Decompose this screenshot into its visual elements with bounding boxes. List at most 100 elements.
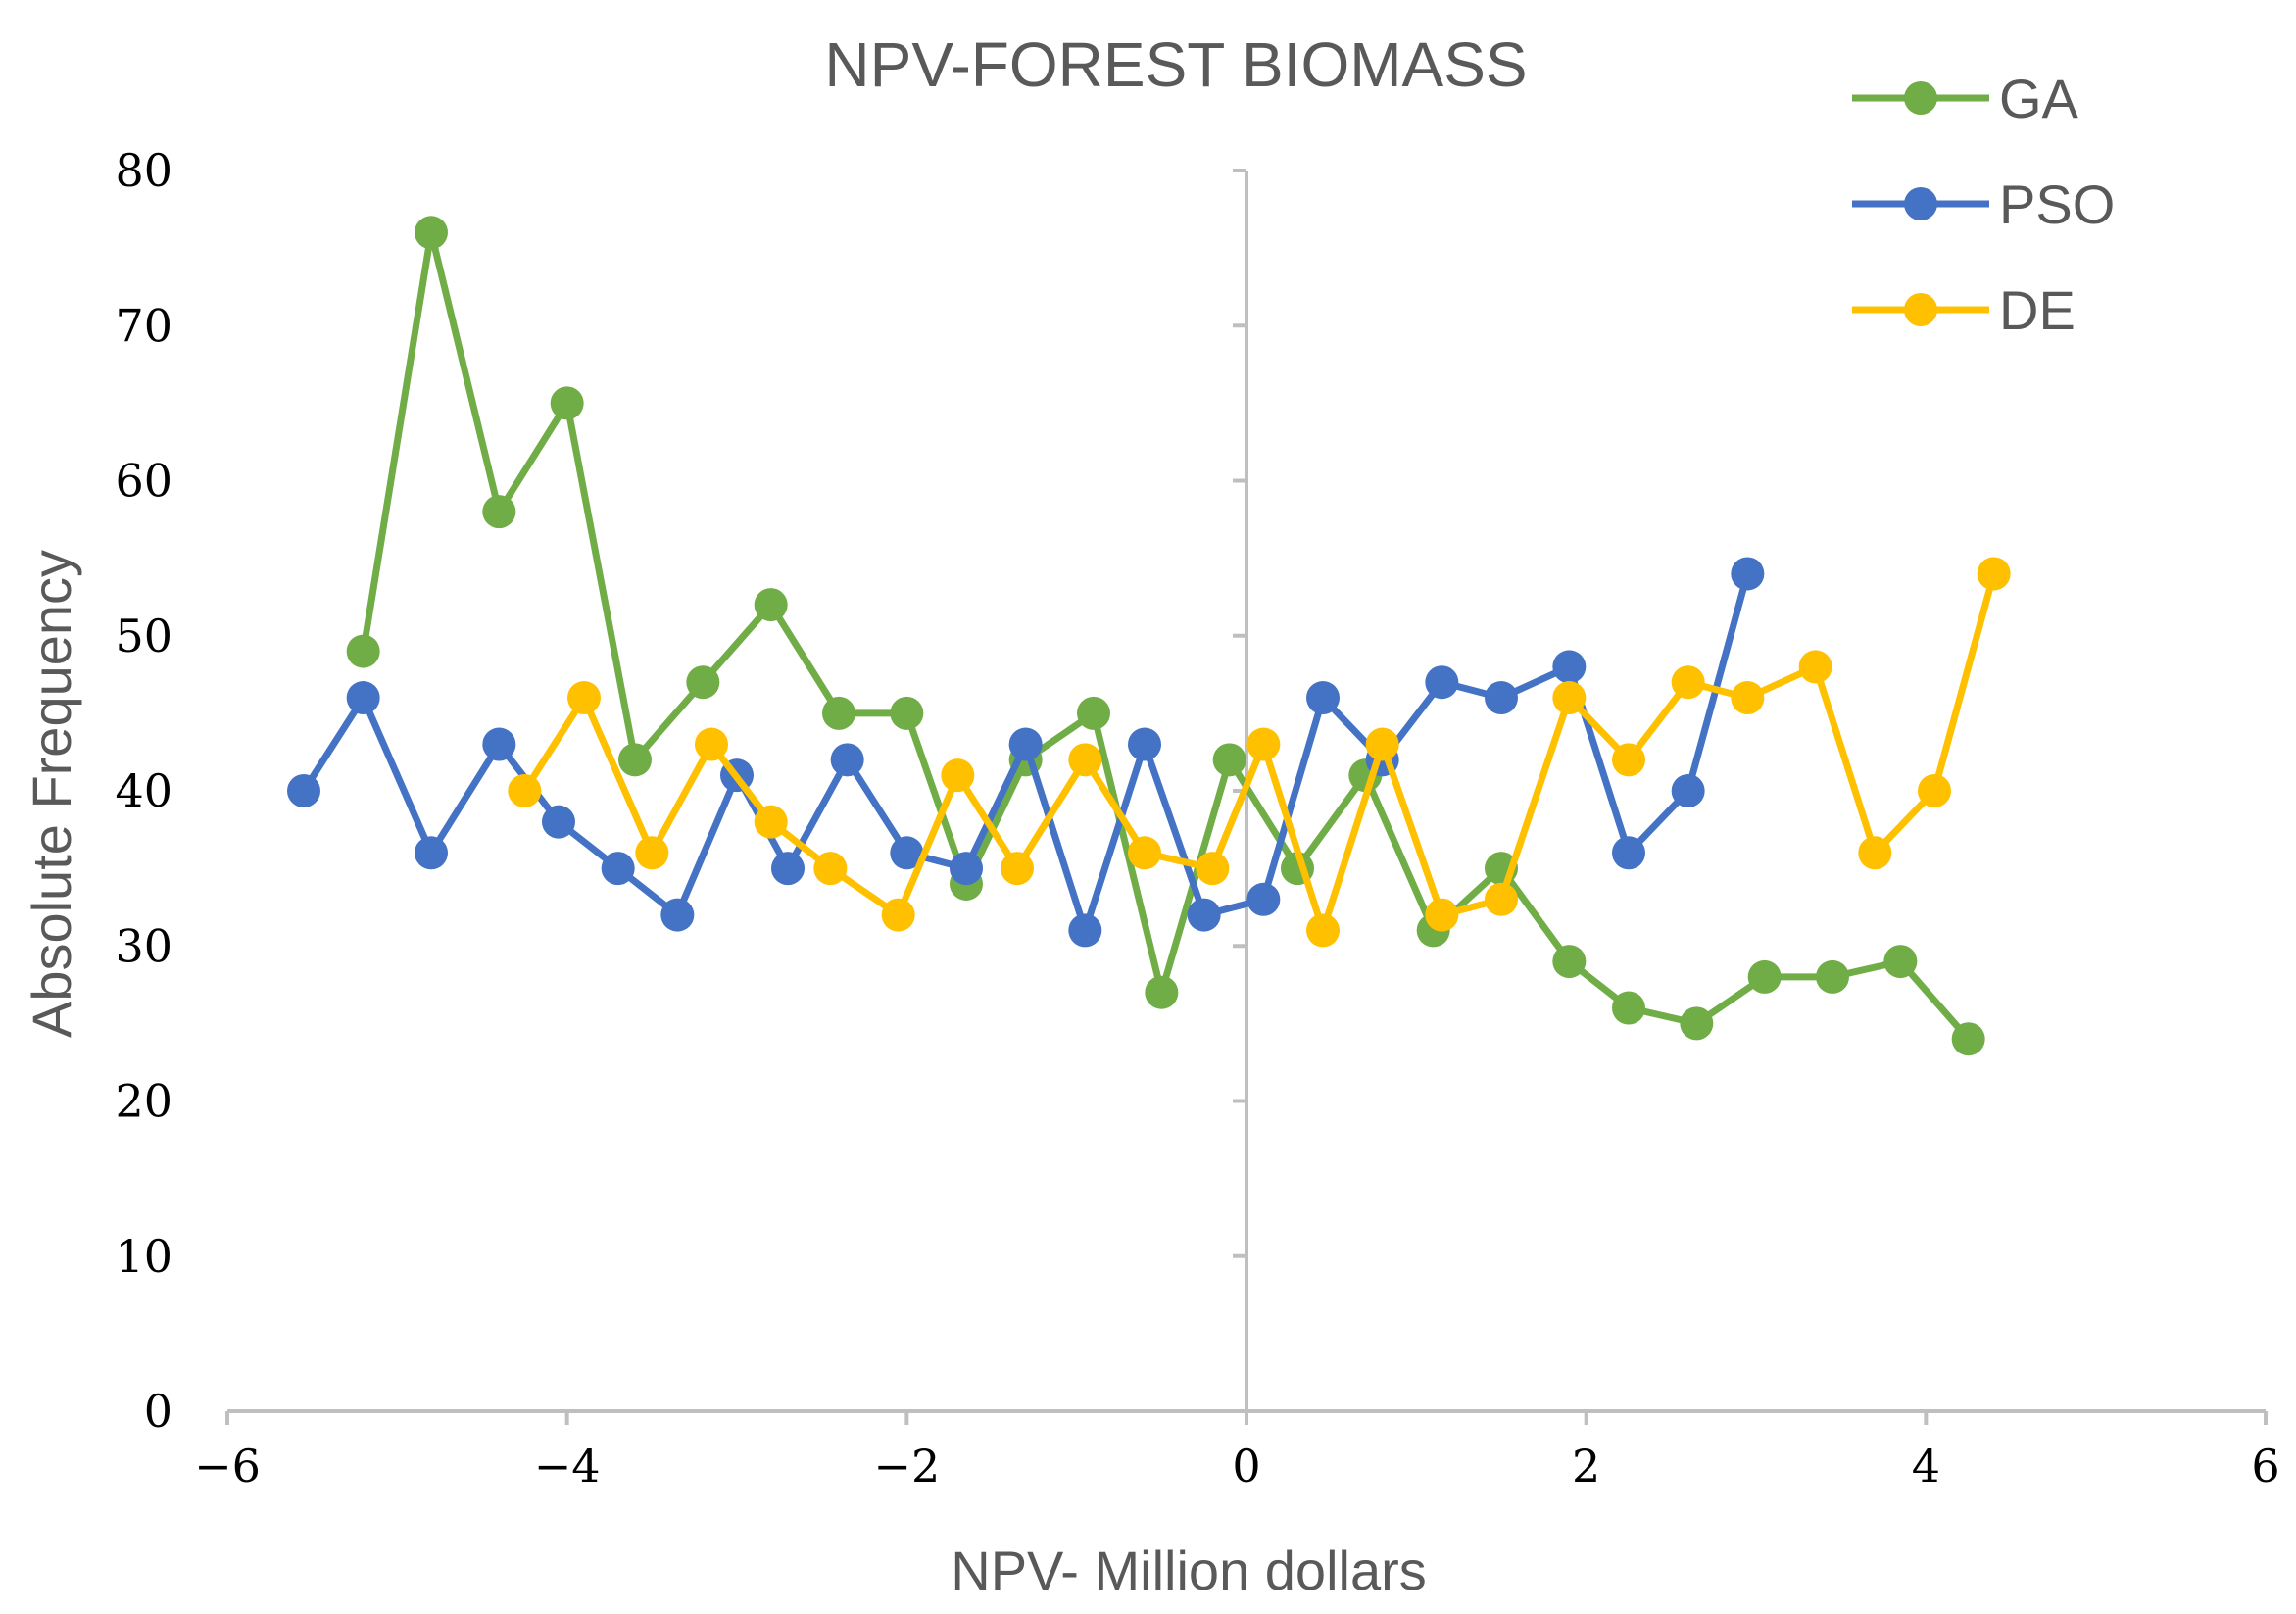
data-point-pso [415,836,448,870]
data-point-pso [1246,882,1281,916]
data-point-ga [1951,1022,1985,1056]
data-point-ga [550,386,584,420]
data-point-de [1977,557,2011,591]
data-point-pso [771,852,805,886]
series-ga [346,216,1985,1056]
y-tick-label: 50 [115,610,172,662]
y-axis-title: Absolute Frequency [21,550,82,1038]
data-point-de [1196,852,1230,886]
data-point-pso [1485,681,1518,715]
y-tick-label: 40 [115,764,172,817]
legend-swatch-marker-pso [1904,187,1937,220]
data-point-de [1858,836,1892,870]
data-point-de [1068,743,1102,777]
data-point-ga [346,634,380,668]
data-point-de [1246,727,1281,761]
data-point-pso [1552,650,1587,684]
data-point-de [1552,681,1587,715]
x-tick-label: −4 [534,1440,601,1492]
data-point-ga [822,696,855,730]
data-point-pso [1425,665,1459,700]
data-point-de [1731,681,1765,715]
data-point-ga [1077,696,1110,730]
y-tick-label: 60 [115,455,172,508]
data-point-ga [1612,991,1645,1025]
legend-label-ga: GA [1999,68,2079,129]
legend-swatch-marker-ga [1904,81,1937,115]
data-point-de [1365,727,1399,761]
x-axis-title: NPV- Million dollars [951,1540,1427,1601]
data-point-ga [1145,975,1179,1009]
data-point-ga [1212,743,1246,777]
data-point-ga [1552,945,1587,979]
data-point-ga [1883,945,1918,979]
data-point-pso [1731,557,1765,591]
y-tick-label: 80 [115,144,172,197]
legend-item-de: DE [1852,279,2076,341]
y-tick-label: 0 [144,1385,172,1438]
legend-label-pso: PSO [1999,173,2115,235]
y-tick-label: 10 [115,1230,172,1283]
data-point-ga [1680,1006,1714,1041]
data-point-de [1128,836,1161,870]
data-point-de [754,805,788,839]
x-tick-label: −2 [873,1440,940,1492]
data-point-ga [1747,959,1782,994]
data-point-de [567,681,601,715]
data-point-pso [660,898,695,932]
data-point-ga [890,696,924,730]
data-point-pso [482,727,516,761]
data-point-pso [601,852,635,886]
series-de [508,557,2011,948]
legend-label-de: DE [1999,279,2076,341]
data-point-pso [346,681,380,715]
data-point-de [813,852,848,886]
data-point-de [1001,852,1034,886]
data-point-de [1918,774,1951,807]
data-point-de [695,727,728,761]
y-tick-label: 20 [115,1075,172,1128]
series-pso [287,557,1765,948]
data-point-pso [950,852,983,886]
data-point-ga [1816,959,1849,994]
y-tick-label: 70 [115,299,172,352]
data-point-ga [618,743,652,777]
chart-title: NPV-FOREST BIOMASS [824,29,1527,100]
legend-item-pso: PSO [1852,173,2115,235]
data-point-de [1671,665,1705,700]
x-tick-label: 6 [2251,1440,2279,1492]
data-point-ga [754,588,788,622]
x-tick-label: −6 [194,1440,261,1492]
data-point-pso [830,743,864,777]
data-point-de [941,758,975,793]
legend-item-ga: GA [1852,68,2079,129]
data-point-ga [415,216,448,250]
data-point-pso [287,774,320,807]
data-point-de [1485,882,1518,916]
data-point-de [1425,898,1459,932]
data-point-pso [1068,913,1102,948]
data-point-de [1612,743,1645,777]
data-point-de [881,898,915,932]
x-tick-label: 0 [1232,1440,1260,1492]
legend-swatch-marker-de [1904,293,1937,326]
series-layer [287,216,2011,1056]
data-point-pso [1128,727,1161,761]
data-point-de [1798,650,1832,684]
legend: GA PSO DE [1852,68,2115,341]
data-point-de [508,774,542,807]
data-point-de [635,836,669,870]
data-point-pso [890,836,924,870]
y-tick-label: 30 [115,919,172,972]
data-point-ga [482,495,516,529]
data-point-pso [1306,681,1340,715]
data-point-pso [1008,727,1043,761]
x-tick-label: 4 [1912,1440,1940,1492]
data-point-ga [686,665,720,700]
data-point-pso [1612,836,1645,870]
x-tick-label: 2 [1572,1440,1600,1492]
data-point-pso [1671,774,1705,807]
data-point-pso [1187,898,1221,932]
